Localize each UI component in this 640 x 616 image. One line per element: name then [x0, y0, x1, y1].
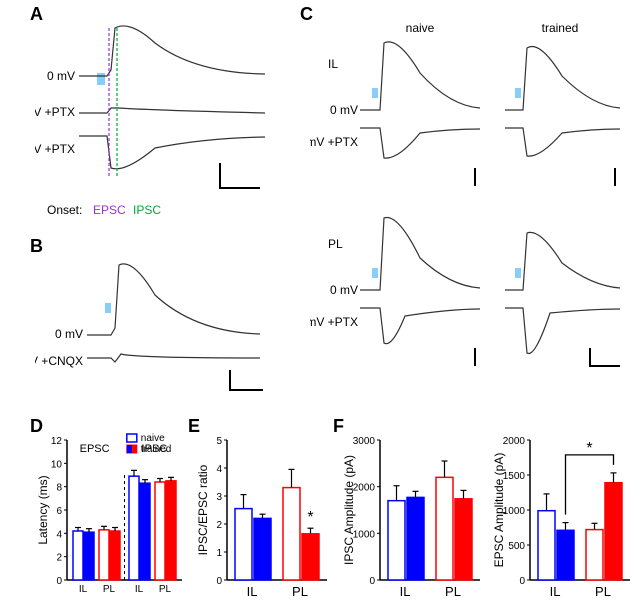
- svg-text:2: 2: [56, 553, 62, 564]
- svg-text:0: 0: [369, 576, 375, 587]
- c-trained: trained: [542, 21, 579, 35]
- trace-label: 0 mV +PTX: [35, 105, 75, 119]
- svg-text:12: 12: [51, 436, 63, 447]
- svg-text:trained: trained: [141, 444, 172, 455]
- svg-text:-70 mV +PTX: -70 mV +PTX: [310, 315, 358, 329]
- svg-text:-70 mV +PTX: -70 mV +PTX: [310, 135, 358, 149]
- svg-text:*: *: [307, 509, 313, 526]
- svg-text:0: 0: [56, 576, 62, 587]
- svg-text:1000: 1000: [353, 529, 376, 540]
- trace-label: 0 mV +CNQX: [35, 354, 83, 368]
- svg-text:3000: 3000: [353, 436, 376, 447]
- svg-text:1000: 1000: [503, 506, 526, 517]
- svg-text:EPSC Amplitude (pA): EPSC Amplitude (pA): [492, 453, 506, 568]
- panel-e-chart: 0 1 2 3 4 5 IPSC/EPSC ratio IL PL *: [195, 425, 335, 610]
- ipsc-onset-label: IPSC: [133, 203, 161, 217]
- svg-text:4: 4: [56, 529, 62, 540]
- c-il: IL: [328, 57, 338, 71]
- svg-text:PL: PL: [445, 584, 461, 599]
- trace-label: 0 mV: [47, 69, 75, 83]
- panel-a-traces: 0 mV 0 mV +PTX -70 mV +PTX Onset: EPSC I…: [35, 18, 285, 218]
- panel-d-chart: 024681012Latency (ms)EPSCIPSCnaivetraine…: [35, 425, 190, 610]
- svg-text:*: *: [586, 440, 592, 457]
- svg-text:IL: IL: [135, 584, 144, 595]
- svg-text:PL: PL: [595, 584, 611, 599]
- svg-text:EPSC: EPSC: [80, 443, 110, 455]
- panel-f-right-chart: 0 500 1000 1500 2000 EPSC Amplitude (pA) IL PL *: [490, 425, 640, 610]
- svg-text:1: 1: [216, 548, 222, 559]
- svg-text:500: 500: [508, 541, 525, 552]
- svg-text:5: 5: [216, 436, 222, 447]
- panel-f-left-chart: 0 1000 2000 3000 IPSC Amplitude (pA) IL PL: [340, 425, 485, 610]
- epsc-onset-label: EPSC: [93, 203, 126, 217]
- svg-text:2000: 2000: [353, 483, 376, 494]
- svg-text:IL: IL: [550, 584, 561, 599]
- svg-text:10: 10: [51, 459, 63, 470]
- svg-text:0: 0: [519, 576, 525, 587]
- svg-text:PL: PL: [159, 584, 172, 595]
- svg-text:3: 3: [216, 492, 222, 503]
- svg-text:0 mV: 0 mV: [330, 103, 358, 117]
- svg-text:0 mV: 0 mV: [330, 283, 358, 297]
- svg-text:2000: 2000: [503, 436, 526, 447]
- svg-text:IL: IL: [400, 584, 411, 599]
- c-naive: naive: [406, 21, 435, 35]
- trace-label: -70 mV +PTX: [35, 142, 75, 156]
- panel-c-traces: naive trained IL 0 mV -70 mV +PTX PL 0 m…: [310, 18, 630, 418]
- svg-text:4: 4: [216, 464, 222, 475]
- svg-text:PL: PL: [292, 584, 308, 599]
- svg-text:PL: PL: [103, 584, 116, 595]
- c-pl: PL: [328, 237, 343, 251]
- svg-text:6: 6: [56, 506, 62, 517]
- svg-text:0: 0: [216, 576, 222, 587]
- svg-text:naive: naive: [141, 433, 165, 444]
- svg-text:8: 8: [56, 483, 62, 494]
- onset-label: Onset:: [47, 203, 82, 217]
- svg-text:IL: IL: [79, 584, 88, 595]
- svg-text:Latency (ms): Latency (ms): [36, 475, 50, 544]
- trace-label: 0 mV: [55, 327, 83, 341]
- panel-b-traces: 0 mV 0 mV +CNQX: [35, 250, 285, 410]
- svg-text:1500: 1500: [503, 471, 526, 482]
- svg-text:2: 2: [216, 520, 222, 531]
- svg-text:IPSC Amplitude (pA): IPSC Amplitude (pA): [342, 455, 356, 565]
- svg-text:IPSC/EPSC ratio: IPSC/EPSC ratio: [196, 464, 210, 555]
- svg-text:IL: IL: [247, 584, 258, 599]
